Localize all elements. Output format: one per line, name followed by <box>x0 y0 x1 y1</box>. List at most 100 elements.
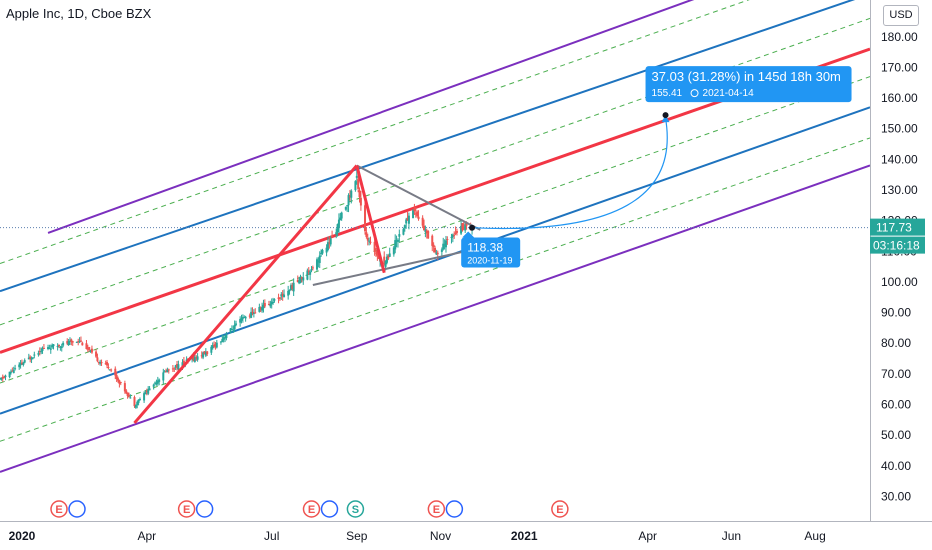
dividend-marker-icon <box>445 500 464 518</box>
candle-body <box>29 356 32 359</box>
candle-body <box>90 348 93 353</box>
projection-sub: 155.41 <box>652 88 683 99</box>
candle-body <box>364 205 367 232</box>
candle-body <box>461 223 464 231</box>
candle-body <box>376 250 379 256</box>
candle-body <box>421 217 424 226</box>
candle-body <box>443 244 446 246</box>
candle-body <box>464 224 467 231</box>
price-tick-label: 160.00 <box>881 91 918 105</box>
pitchfork-pivot-line-a <box>133 164 358 424</box>
candle-body <box>37 353 40 355</box>
candle-body <box>33 354 36 356</box>
price-tick-label: 40.00 <box>881 459 911 473</box>
candle-body <box>407 215 410 224</box>
price-tick-label: 90.00 <box>881 306 911 320</box>
candle-body <box>403 225 406 229</box>
candle-body <box>288 290 291 292</box>
candle-body <box>395 240 398 242</box>
candle-body <box>348 196 351 198</box>
candle-body <box>394 240 397 250</box>
price-label-tooltip <box>461 237 521 268</box>
earnings-marker-icon <box>302 500 321 518</box>
candle-body <box>171 368 174 370</box>
candle-body <box>357 179 360 189</box>
candle-body <box>440 249 443 252</box>
candle-body <box>311 267 314 269</box>
candle-body <box>0 378 3 380</box>
candle-body <box>56 345 59 347</box>
candle-body <box>166 369 169 372</box>
candle-body <box>221 339 224 342</box>
pitchfork-dashed-line-2 <box>0 76 870 384</box>
candle-body <box>79 340 82 342</box>
time-tick-label: Jul <box>264 529 279 543</box>
price-tick-label: 140.00 <box>881 152 918 166</box>
candle-body <box>52 344 55 347</box>
candle-body <box>195 357 198 359</box>
candle-body <box>243 317 246 319</box>
candle-body <box>41 348 44 351</box>
candle-body <box>240 318 243 321</box>
candle-body <box>58 344 61 346</box>
candle-body <box>162 372 165 381</box>
candle-body <box>18 364 21 368</box>
candle-body <box>283 294 286 298</box>
candle-body <box>396 239 399 242</box>
candle-body <box>154 382 157 384</box>
time-tick-label: Jun <box>722 529 741 543</box>
price-label-date: 2020-11-19 <box>467 256 512 266</box>
earnings-marker-icon <box>50 500 68 518</box>
earnings-marker-icon <box>551 500 569 518</box>
candle-body <box>117 378 120 381</box>
candle-body <box>412 210 415 219</box>
candle-body <box>163 371 166 373</box>
candle-body <box>143 393 146 401</box>
candle-body <box>355 175 358 178</box>
candle-body <box>138 399 141 401</box>
candle-body <box>125 390 128 394</box>
candle-body <box>446 239 449 241</box>
candle-body <box>12 370 15 374</box>
earnings-marker-icon <box>177 500 196 518</box>
candle-body <box>145 391 148 393</box>
candle-body <box>413 208 416 212</box>
candle-body <box>192 356 195 361</box>
candle-body <box>384 260 387 267</box>
candle-body <box>368 240 371 242</box>
candle-body <box>126 392 129 397</box>
candle-body <box>344 207 347 210</box>
candle-body <box>291 285 294 289</box>
projection-tooltip <box>645 66 852 103</box>
candle-body <box>262 304 265 309</box>
candle-body <box>309 271 312 275</box>
candle-body <box>280 294 283 297</box>
candle-body <box>269 303 272 307</box>
candle-body <box>450 236 453 238</box>
candle-body <box>307 270 310 272</box>
event-marker-label: S <box>352 504 359 516</box>
candle-body <box>336 224 339 233</box>
candle-body <box>210 346 213 353</box>
candle-body <box>68 340 71 342</box>
projection-label: 37.03 (31.28%) in 145d 18h 30m <box>652 69 841 84</box>
candle-body <box>200 355 203 357</box>
candle-body <box>281 293 284 297</box>
candle-body <box>176 364 179 368</box>
earnings-marker-icon <box>427 500 446 518</box>
candle-body <box>193 357 196 362</box>
candle-body <box>133 397 136 407</box>
event-marker-label: E <box>433 504 440 516</box>
candle-body <box>49 348 52 350</box>
candle-body <box>22 362 25 365</box>
candle-body <box>123 383 126 392</box>
candle-body <box>432 244 435 247</box>
candle-body <box>165 371 168 373</box>
candle-body <box>202 352 205 358</box>
candle-body <box>406 218 409 221</box>
currency-button[interactable]: USD <box>883 5 919 26</box>
candle-body <box>358 190 361 198</box>
candle-body <box>310 269 313 271</box>
